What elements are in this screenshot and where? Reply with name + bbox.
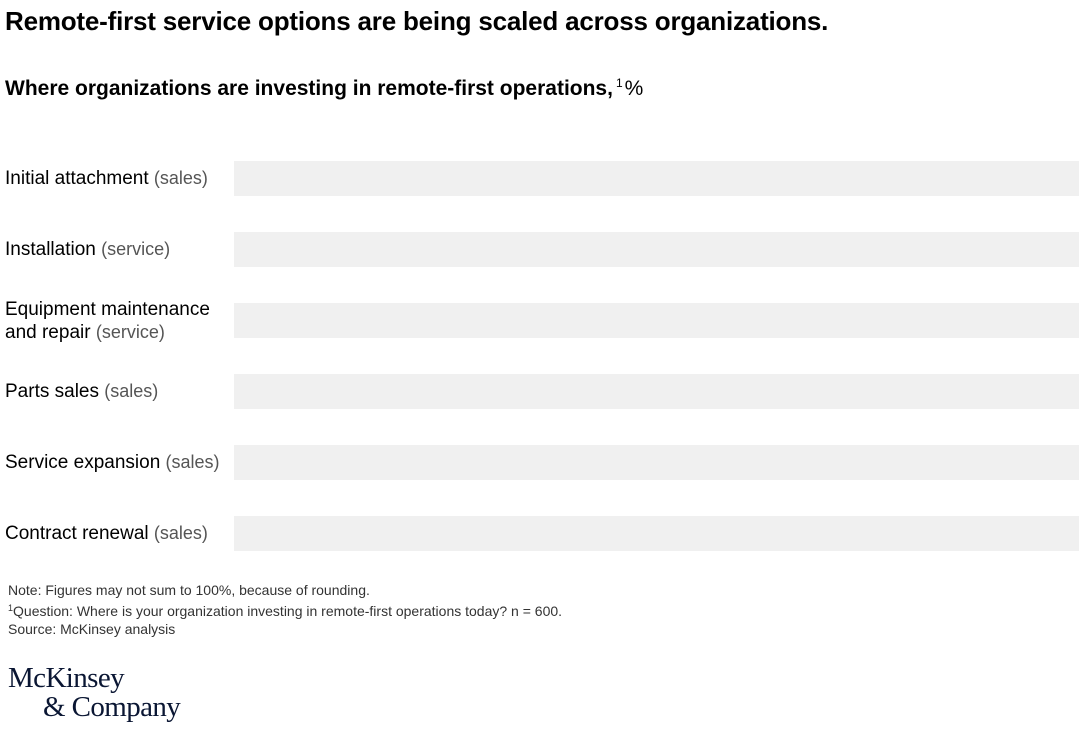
mckinsey-logo: McKinsey & Company [8, 662, 181, 723]
row-label: Contract renewal (sales) [5, 522, 230, 545]
chart-subtitle: Where organizations are investing in rem… [5, 76, 643, 101]
question-footnote-mark: 1 [8, 603, 14, 613]
subtitle-footnote-mark: 1 [615, 76, 623, 90]
chart-notes: Note: Figures may not sum to 100%, becau… [8, 581, 562, 638]
bar-track [234, 232, 1079, 267]
row-label: Parts sales (sales) [5, 380, 230, 403]
row-label: Installation (service) [5, 238, 230, 261]
rounding-note: Note: Figures may not sum to 100%, becau… [8, 582, 370, 598]
logo-line-1: McKinsey [8, 662, 125, 694]
bar-track [234, 374, 1079, 409]
row-label-text: Parts sales [5, 381, 99, 402]
row-label: Initial attachment (sales) [5, 167, 230, 190]
bar-track [234, 445, 1079, 480]
subtitle-text: Where organizations are investing in rem… [5, 77, 613, 100]
row-label: Service expansion (sales) [5, 451, 230, 474]
bar-track [234, 303, 1079, 338]
row-label: Equipment maintenance and repair (servic… [5, 298, 230, 344]
row-label-qualifier: (sales) [153, 523, 208, 543]
row-label-text: Installation [5, 239, 96, 260]
bar-track [234, 161, 1079, 196]
row-label-text: Equipment maintenance and repair [5, 298, 210, 343]
bar-track [234, 516, 1079, 551]
row-label-text: Contract renewal [5, 523, 149, 544]
row-label-qualifier: (sales) [153, 168, 208, 188]
row-label-text: Service expansion [5, 452, 161, 473]
logo-line-2: & Company [43, 691, 181, 723]
subtitle-unit: % [624, 77, 644, 100]
source-note: Source: McKinsey analysis [8, 621, 176, 637]
row-label-qualifier: (service) [101, 239, 171, 259]
row-label-qualifier: (service) [95, 321, 165, 342]
row-label-text: Initial attachment [5, 168, 149, 189]
row-label-qualifier: (sales) [104, 381, 159, 401]
row-label-qualifier: (sales) [165, 452, 220, 472]
question-text: Question: Where is your organization inv… [13, 603, 563, 619]
question-note: 1Question: Where is your organization in… [8, 599, 562, 620]
chart-title: Remote-first service options are being s… [5, 6, 829, 36]
